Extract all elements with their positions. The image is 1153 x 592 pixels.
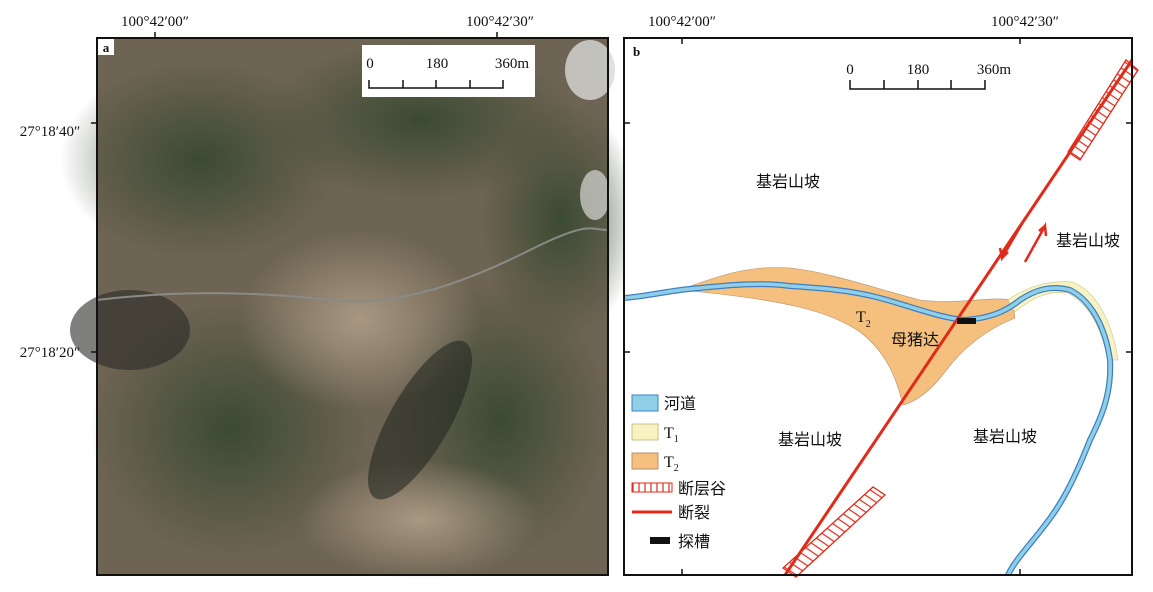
panel-frame xyxy=(96,37,609,576)
map-label: 基岩山坡 xyxy=(756,173,820,191)
satellite-image xyxy=(60,38,640,580)
frame-ticks xyxy=(624,38,1132,575)
label-sub: 2 xyxy=(866,319,871,330)
motion-arrow xyxy=(1023,221,1048,263)
fault xyxy=(783,59,1134,576)
legend-label: T2 xyxy=(664,454,679,474)
map-label: 基岩山坡 xyxy=(973,428,1037,446)
legend-label: 河道 xyxy=(664,395,696,413)
panel-label: a xyxy=(103,40,110,55)
scale-label: 180 xyxy=(907,62,930,78)
label-sub: 2 xyxy=(674,463,679,474)
panel-frame xyxy=(623,37,1133,576)
legend-label: 探槽 xyxy=(678,533,710,551)
terrace-t2 xyxy=(679,267,1016,406)
label-sub: 1 xyxy=(674,434,679,445)
panel-label: b xyxy=(633,44,640,59)
lon-label: 100°42′00″ xyxy=(648,14,716,30)
scale-label: 360m xyxy=(977,62,1012,78)
map-label: T2 xyxy=(856,309,871,330)
lon-label: 100°42′30″ xyxy=(991,14,1059,30)
scale-label: 0 xyxy=(846,62,854,78)
scale-label: 360m xyxy=(495,56,530,72)
scale-label: 180 xyxy=(426,56,449,72)
label-main: T xyxy=(664,425,674,442)
legend-label: 断层谷 xyxy=(678,480,726,498)
map-label: 母猪达 xyxy=(891,331,939,349)
legend-label: 断裂 xyxy=(678,504,710,522)
motion-arrow xyxy=(998,221,1025,262)
fault-valley xyxy=(1067,59,1139,161)
map-label: 基岩山坡 xyxy=(778,431,842,449)
trench xyxy=(957,318,976,324)
lat-label: 27°18′20″ xyxy=(20,345,81,361)
scale-label: 0 xyxy=(366,56,374,72)
map-label: 基岩山坡 xyxy=(1056,232,1120,250)
panel-label-box xyxy=(98,39,114,55)
river xyxy=(623,282,1112,576)
legend: 河道 T1 T2 断层谷 断裂 探槽 xyxy=(631,394,726,551)
lon-label: 100°42′00″ xyxy=(121,14,189,30)
scale-bar: 0 180 360m xyxy=(846,62,1012,90)
label-main: T xyxy=(664,454,674,471)
lon-label: 100°42′30″ xyxy=(466,14,534,30)
frame-ticks xyxy=(91,32,498,353)
legend-label: T1 xyxy=(664,425,679,445)
label-main: T xyxy=(856,309,866,326)
scale-bar: 0 180 360m xyxy=(362,45,535,97)
